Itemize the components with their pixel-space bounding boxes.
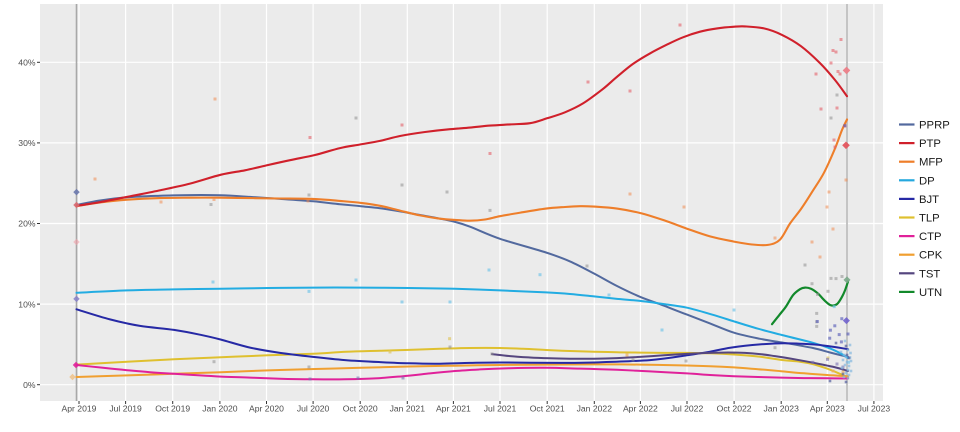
svg-text:Jul 2022: Jul 2022 — [671, 404, 704, 414]
svg-text:Jul 2023: Jul 2023 — [858, 404, 891, 414]
svg-text:CTP: CTP — [919, 231, 942, 243]
svg-text:DP: DP — [919, 175, 935, 187]
svg-text:Jul 2019: Jul 2019 — [109, 404, 142, 414]
svg-text:30%: 30% — [18, 138, 36, 148]
svg-text:Apr 2020: Apr 2020 — [249, 404, 284, 414]
svg-text:Oct 2022: Oct 2022 — [717, 404, 752, 414]
svg-text:Jan 2023: Jan 2023 — [764, 404, 800, 414]
svg-text:Jul 2021: Jul 2021 — [484, 404, 517, 414]
svg-text:20%: 20% — [18, 219, 36, 229]
svg-text:Apr 2023: Apr 2023 — [810, 404, 845, 414]
svg-text:40%: 40% — [18, 58, 36, 68]
svg-text:MFP: MFP — [919, 157, 943, 169]
svg-text:Apr 2021: Apr 2021 — [436, 404, 471, 414]
svg-text:PPRP: PPRP — [919, 120, 950, 132]
svg-text:PTP: PTP — [919, 138, 941, 150]
svg-text:TLP: TLP — [919, 213, 940, 225]
svg-text:UTN: UTN — [919, 287, 942, 299]
svg-text:Apr 2019: Apr 2019 — [62, 404, 97, 414]
svg-text:10%: 10% — [18, 299, 36, 309]
svg-text:Jan 2020: Jan 2020 — [202, 404, 238, 414]
svg-text:TST: TST — [919, 268, 940, 280]
svg-text:Oct 2019: Oct 2019 — [155, 404, 190, 414]
svg-text:Oct 2021: Oct 2021 — [530, 404, 565, 414]
svg-text:Jan 2022: Jan 2022 — [577, 404, 613, 414]
svg-text:Jan 2021: Jan 2021 — [390, 404, 426, 414]
svg-text:Apr 2022: Apr 2022 — [623, 404, 658, 414]
svg-text:Oct 2020: Oct 2020 — [343, 404, 378, 414]
svg-text:BJT: BJT — [919, 194, 939, 206]
svg-text:Jul 2020: Jul 2020 — [297, 404, 330, 414]
svg-text:0%: 0% — [23, 380, 36, 390]
svg-text:CPK: CPK — [919, 250, 943, 262]
